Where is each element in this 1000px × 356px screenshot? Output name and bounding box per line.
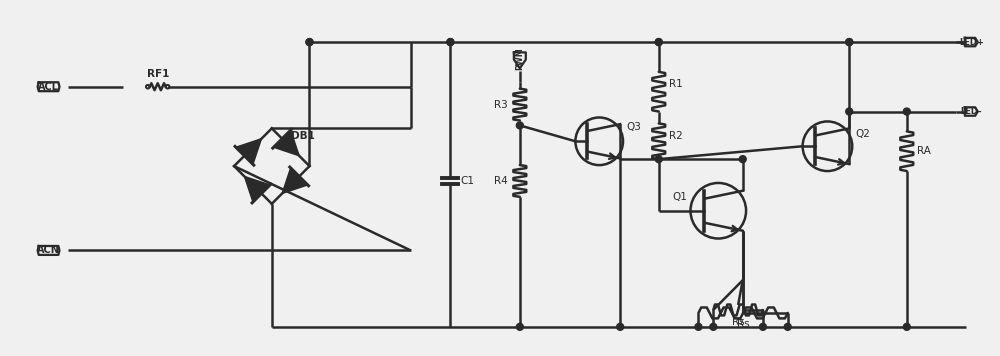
Text: RF1: RF1 [147,69,169,79]
Text: RA: RA [917,146,931,156]
Polygon shape [236,139,261,164]
Circle shape [516,323,523,330]
Text: ACL: ACL [38,82,59,92]
Circle shape [655,38,662,46]
Circle shape [447,38,454,46]
Text: Rs: Rs [737,319,749,329]
Circle shape [306,38,313,46]
Polygon shape [274,130,299,156]
Circle shape [759,323,766,330]
Text: LED-: LED- [960,107,982,116]
Circle shape [516,122,523,129]
Text: R3: R3 [494,100,508,110]
Text: ACN: ACN [37,245,60,256]
Text: PWM: PWM [515,47,524,70]
Circle shape [617,323,624,330]
Text: Q2: Q2 [855,129,870,139]
Text: DB1: DB1 [291,131,315,141]
Text: Q1: Q1 [673,192,688,202]
Circle shape [846,38,853,46]
Circle shape [739,156,746,163]
Circle shape [306,38,313,46]
Circle shape [846,108,853,115]
Circle shape [447,38,454,46]
Circle shape [784,323,791,330]
Text: Q3: Q3 [626,122,641,132]
Text: R1: R1 [669,79,682,89]
Circle shape [846,38,853,46]
Circle shape [903,108,910,115]
Text: Rs: Rs [732,317,744,327]
Text: R4: R4 [494,176,508,186]
Circle shape [695,323,702,330]
Circle shape [655,38,662,46]
Text: LED+: LED+ [959,38,984,47]
Circle shape [903,323,910,330]
Text: C1: C1 [460,176,474,186]
Polygon shape [244,177,270,202]
Circle shape [710,323,717,330]
Polygon shape [282,168,308,193]
Text: R2: R2 [669,131,682,141]
Circle shape [655,156,662,163]
